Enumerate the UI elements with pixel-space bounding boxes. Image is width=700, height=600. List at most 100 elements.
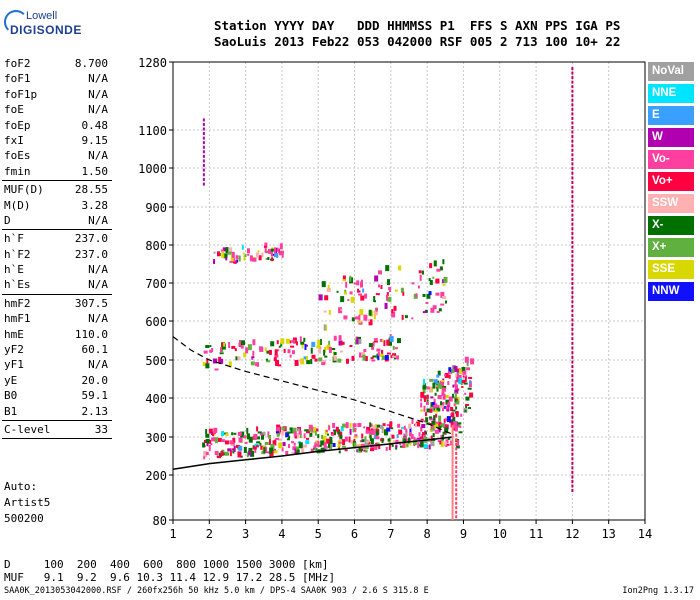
echo-point (429, 429, 433, 433)
echo-point (422, 389, 426, 394)
echo-point (202, 182, 205, 186)
echo-point (411, 282, 415, 285)
echo-point (324, 346, 327, 353)
legend-item-sse: SSE (648, 260, 694, 279)
echo-point (311, 354, 316, 359)
echo-point (310, 448, 314, 453)
echo-point (217, 437, 222, 442)
echo-point (223, 253, 228, 259)
echo-point (216, 251, 220, 257)
param-value: N/A (88, 213, 108, 227)
echo-point (377, 351, 380, 356)
version-label: Ion2Png 1.3.17 (622, 586, 694, 596)
autoscaling-info: Auto: Artist5 500200 (4, 479, 50, 527)
echo-point (571, 420, 574, 424)
param-value: 1.50 (81, 164, 109, 178)
echo-point (239, 339, 242, 346)
echo-point (343, 315, 348, 320)
echo-point (341, 445, 346, 448)
echo-point (571, 181, 574, 185)
echo-point (361, 439, 365, 443)
param-name: B0 (4, 389, 18, 403)
echo-point (211, 348, 214, 353)
echo-point (237, 431, 242, 436)
echo-point (455, 497, 458, 501)
echo-point (442, 434, 445, 441)
echo-point (387, 341, 392, 346)
echo-point (225, 433, 229, 437)
echo-point (350, 440, 354, 445)
echo-point (281, 430, 285, 436)
echo-point (289, 427, 293, 431)
echo-point (318, 294, 323, 301)
echo-point (370, 428, 375, 431)
echo-point (571, 401, 574, 405)
echo-point (280, 250, 285, 254)
echo-point (440, 401, 443, 408)
echo-point (234, 348, 237, 352)
param-value: N/A (88, 278, 108, 292)
param-name: h`E (4, 263, 24, 277)
echo-point (571, 107, 574, 111)
echo-point (270, 443, 275, 450)
y-tick-label: 80 (153, 514, 167, 528)
echo-point (276, 432, 280, 437)
echo-point (235, 356, 238, 361)
echo-point (233, 445, 236, 452)
param-separator (2, 293, 112, 295)
echo-point (571, 89, 574, 93)
echo-point (455, 515, 458, 519)
auto-program: Artist5 (4, 496, 51, 509)
echo-point (370, 357, 374, 360)
echo-point (571, 475, 574, 479)
echo-point (310, 347, 313, 354)
echo-point (447, 402, 451, 408)
param-name: foE (4, 103, 24, 117)
echo-point (306, 360, 311, 365)
echo-point (455, 445, 460, 449)
param-name: foEs (4, 149, 31, 163)
echo-point (248, 447, 253, 451)
echo-point (267, 256, 270, 260)
echo-point (466, 360, 469, 367)
echo-point (428, 444, 431, 450)
echo-point (268, 248, 272, 254)
echo-point (404, 315, 408, 319)
echo-point (364, 356, 368, 362)
echo-point (429, 263, 433, 269)
echo-point (444, 418, 447, 422)
echo-point (464, 376, 467, 382)
echo-point (224, 451, 229, 456)
param-name: MUF(D) (4, 183, 44, 197)
echo-point (282, 442, 286, 447)
echo-point (455, 461, 458, 465)
echo-point (322, 435, 327, 442)
echo-point (407, 437, 410, 444)
echo-point (391, 309, 394, 314)
echo-point (368, 441, 371, 445)
echo-point (439, 266, 443, 271)
echo-point (262, 431, 266, 436)
echo-point (296, 449, 300, 455)
echo-point (571, 190, 574, 194)
echo-point (205, 439, 210, 444)
echo-point (400, 287, 404, 293)
echo-point (303, 337, 306, 342)
echo-point (430, 307, 435, 313)
echo-point (426, 386, 430, 390)
echo-point (420, 418, 424, 421)
param-value: 60.1 (81, 343, 109, 357)
echo-point (359, 281, 363, 288)
echo-point (571, 125, 574, 129)
echo-point (250, 361, 255, 366)
echo-point (385, 265, 390, 272)
echo-point (329, 444, 333, 450)
echo-point (286, 431, 291, 434)
echo-point (329, 439, 333, 444)
echo-point (373, 315, 376, 320)
echo-point (320, 440, 325, 446)
echo-point (442, 296, 447, 300)
echo-point (273, 450, 278, 454)
echo-point (425, 417, 429, 423)
echo-point (440, 303, 445, 306)
